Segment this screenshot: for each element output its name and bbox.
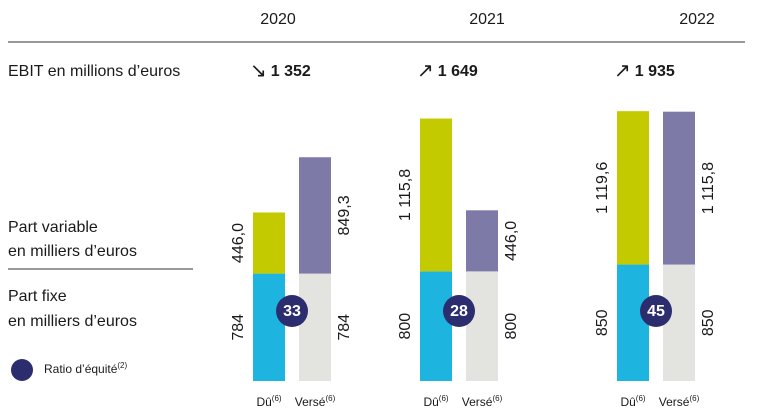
value-label: 784	[336, 314, 353, 341]
group-name: Versé	[295, 395, 326, 409]
group-name: Versé	[462, 395, 493, 409]
part-name: Part variable	[8, 219, 98, 236]
bar-segment	[617, 111, 649, 265]
trend-arrow: ↗	[417, 60, 434, 82]
ebit-number: 1 352	[271, 63, 311, 80]
group-name: Dû	[256, 395, 271, 409]
legend-marker	[11, 359, 33, 381]
group-name: Versé	[659, 395, 690, 409]
group-label: Versé(6)	[295, 394, 336, 410]
ratio-marker	[640, 295, 672, 327]
value-label: 784	[230, 314, 247, 341]
group-note: (6)	[439, 394, 449, 403]
group-note: (6)	[492, 394, 502, 403]
value-label: 850	[594, 309, 611, 336]
part-name: Part fixe	[8, 288, 67, 305]
bar-segment	[466, 271, 498, 381]
bar-segment	[617, 264, 649, 381]
value-label: 800	[397, 313, 414, 340]
group-label: Dû(6)	[256, 394, 281, 410]
legend-text: Ratio d’équité	[44, 362, 118, 376]
ratio-value: 45	[647, 303, 665, 320]
group-label: Versé(6)	[462, 394, 503, 410]
year-label: 2022	[679, 11, 715, 28]
bar-segment	[299, 157, 331, 274]
value-label: 446,0	[230, 223, 247, 263]
trend-arrow: ↘	[250, 60, 267, 82]
year-label: 2021	[469, 11, 505, 28]
bar-segment	[299, 273, 331, 381]
value-label: 1 115,8	[700, 162, 717, 214]
group-label: Dû(6)	[620, 394, 645, 410]
ratio-marker	[443, 295, 475, 327]
group-note: (6)	[325, 394, 335, 403]
ebit-label: EBIT en millions d’euros	[8, 63, 180, 80]
legend-note: (2)	[117, 361, 127, 370]
value-label: 849,3	[336, 195, 353, 235]
group-label: Versé(6)	[659, 394, 700, 410]
trend-arrow: ↗	[614, 60, 631, 82]
ratio-marker	[276, 295, 308, 327]
group-note: (6)	[689, 394, 699, 403]
bar-segment	[420, 118, 452, 272]
ebit-value: ↗ 1 649	[417, 60, 478, 82]
legend-label: Ratio d’équité(2)	[44, 361, 128, 377]
value-label: 1 119,6	[594, 162, 611, 214]
group-note: (6)	[636, 394, 646, 403]
value-label: 1 115,8	[397, 169, 414, 221]
bar-segment	[253, 273, 285, 381]
group-name: Dû	[620, 395, 635, 409]
ratio-value: 33	[283, 303, 301, 320]
ebit-value: ↘ 1 352	[250, 60, 311, 82]
ratio-value: 28	[450, 303, 468, 320]
bar-segment	[420, 271, 452, 381]
part-unit: en milliers d’euros	[8, 243, 137, 260]
ebit-number: 1 935	[635, 63, 675, 80]
group-name: Dû	[423, 395, 438, 409]
ebit-number: 1 649	[438, 63, 478, 80]
group-label: Dû(6)	[423, 394, 448, 410]
ebit-value: ↗ 1 935	[614, 60, 675, 82]
value-label: 850	[700, 309, 717, 336]
year-label: 2020	[260, 11, 296, 28]
group-note: (6)	[272, 394, 282, 403]
bar-segment	[663, 111, 695, 265]
bar-segment	[253, 212, 285, 274]
value-label: 446,0	[503, 221, 520, 261]
value-label: 800	[503, 313, 520, 340]
bar-segment	[466, 210, 498, 272]
bar-segment	[663, 264, 695, 381]
part-unit: en milliers d’euros	[8, 313, 137, 330]
